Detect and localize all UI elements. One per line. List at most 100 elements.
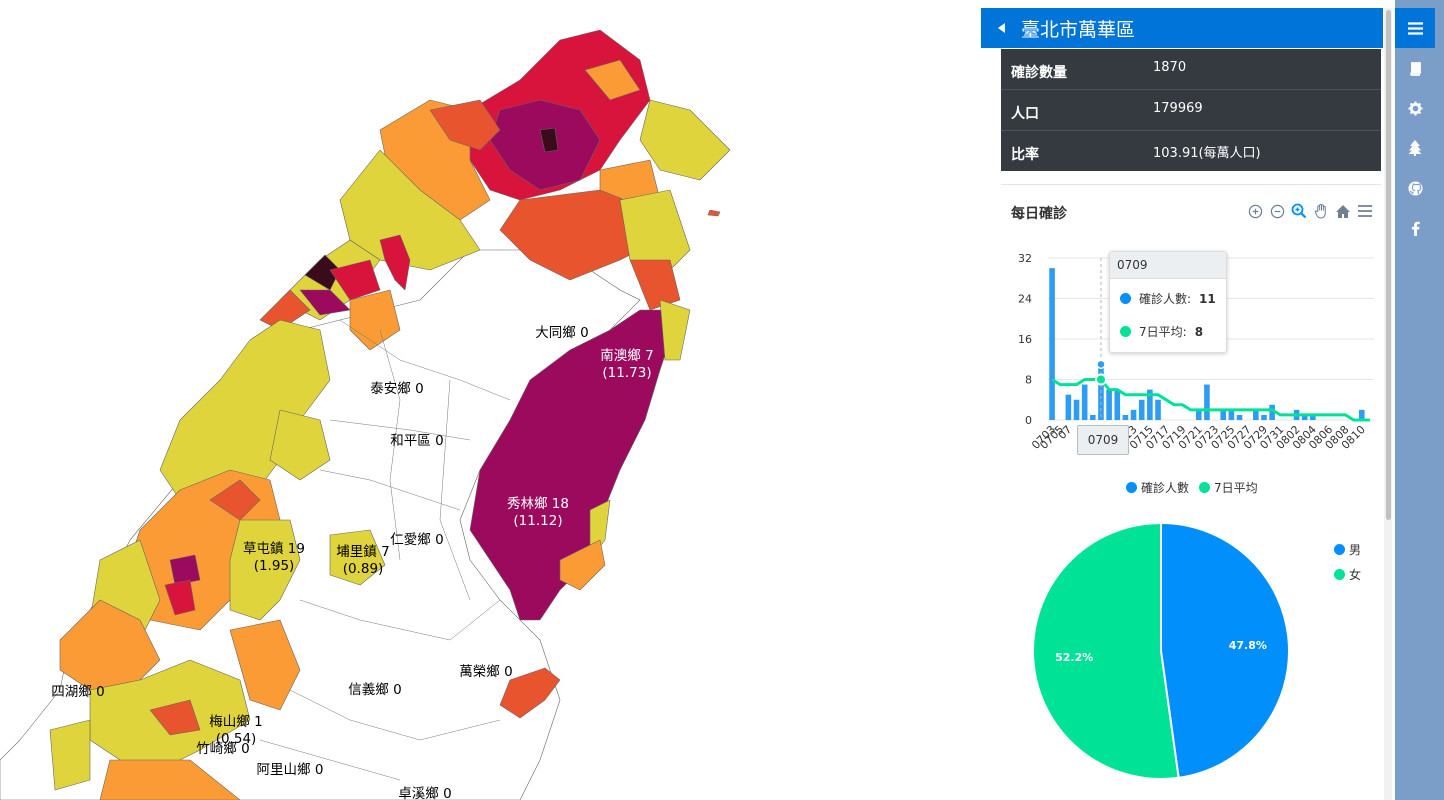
active-point — [1094, 373, 1107, 386]
map-region[interactable] — [229, 519, 301, 621]
panel-title: 臺北市萬華區 — [1021, 18, 1136, 41]
legend-label: 7日平均 — [1214, 481, 1258, 495]
legend-marker — [1334, 544, 1345, 555]
bar — [1065, 394, 1072, 420]
pan-hand-icon[interactable] — [1312, 202, 1330, 220]
rail-settings-button[interactable] — [1395, 96, 1435, 120]
map-region[interactable] — [629, 259, 681, 311]
rail-github-button[interactable] — [1395, 176, 1435, 200]
map-region[interactable] — [539, 127, 559, 153]
map-label: 南澳鄉 7 — [600, 348, 653, 364]
map-label: 秀林鄉 18 — [507, 496, 569, 512]
map-region[interactable] — [99, 759, 241, 800]
map-region[interactable] — [49, 719, 91, 791]
map-region[interactable] — [209, 479, 261, 521]
divider — [1001, 184, 1381, 185]
legend-marker — [1334, 569, 1345, 580]
map-region[interactable] — [149, 699, 201, 736]
map-label-ratio: (0.89) — [343, 561, 384, 577]
legend-item[interactable]: 確診人數 — [1126, 479, 1189, 496]
x-axis-crosshair-label: 0709 — [1077, 425, 1129, 455]
map-label-ratio: (1.95) — [254, 558, 295, 574]
map-region[interactable] — [329, 259, 381, 301]
map-region[interactable] — [0, 249, 641, 800]
legend-marker — [1126, 482, 1137, 493]
stat-row: 比率 103.91(每萬人口) — [1001, 130, 1381, 171]
legend-item[interactable]: 男 — [1334, 541, 1361, 558]
stats-table: 確診數量 1870 人口 179969 比率 103.91(每萬人口) — [1001, 49, 1381, 171]
y-tick-label: 32 — [1018, 252, 1032, 265]
bar — [1073, 399, 1080, 420]
panel-header[interactable]: 臺北市萬華區 — [981, 8, 1383, 48]
legend-item[interactable]: 女 — [1334, 566, 1361, 583]
map-region[interactable] — [329, 529, 386, 586]
map-region[interactable] — [659, 299, 691, 361]
stat-value: 103.91(每萬人口) — [1153, 146, 1261, 161]
rail-facebook-button[interactable] — [1395, 216, 1435, 240]
bar — [1114, 389, 1121, 420]
pie-legend: 男 女 — [1334, 541, 1361, 591]
map-region[interactable] — [429, 99, 501, 151]
chart-menu-icon[interactable] — [1356, 202, 1374, 220]
map-label: 信義鄉 0 — [348, 681, 401, 698]
pie-slice[interactable] — [1160, 521, 1290, 779]
map-label: 和平區 0 — [390, 433, 443, 449]
zoom-selection-icon[interactable] — [1290, 202, 1308, 220]
menu-button[interactable] — [1395, 8, 1435, 48]
tooltip-title: 0709 — [1110, 252, 1226, 279]
series-marker — [1120, 293, 1131, 304]
bar — [1155, 399, 1161, 420]
line-series — [1051, 378, 1370, 422]
rail-book-button[interactable] — [1395, 57, 1435, 81]
y-tick-label: 16 — [1018, 333, 1032, 346]
pie-slice-label: 47.8% — [1229, 639, 1267, 652]
stat-row: 人口 179969 — [1001, 89, 1381, 130]
map-label: 卓溪鄉 0 — [398, 786, 451, 800]
scrollbar-thumb[interactable] — [1386, 10, 1391, 520]
zoom-in-icon[interactable] — [1246, 202, 1264, 220]
info-panel: 臺北市萬華區 確診數量 1870 人口 179969 比率 103.91(每萬人… — [980, 0, 1395, 800]
hamburger-icon — [1407, 21, 1423, 35]
map-region — [259, 319, 511, 781]
map-region[interactable] — [619, 189, 691, 271]
map-label: 四湖鄉 0 — [51, 684, 104, 700]
bar — [1253, 409, 1259, 420]
map-label: 泰安鄉 0 — [370, 381, 423, 397]
gear-icon — [1407, 100, 1423, 116]
github-icon — [1407, 180, 1423, 196]
map-region[interactable] — [639, 99, 731, 181]
gender-pie-chart[interactable]: 47.8% 52.2% — [1020, 515, 1310, 790]
map-region[interactable] — [164, 579, 196, 616]
chart-title: 每日確診 — [1011, 206, 1067, 222]
sidebar-rail — [1395, 0, 1444, 800]
avg-line — [1051, 378, 1370, 422]
bar — [1081, 384, 1088, 420]
map-region[interactable] — [559, 539, 606, 591]
legend-label: 確診人數 — [1141, 481, 1190, 495]
zoom-out-icon[interactable] — [1268, 202, 1286, 220]
bar — [1049, 268, 1055, 420]
rail-tree-button[interactable] — [1395, 136, 1435, 160]
taiwan-choropleth-map[interactable]: 大同鄉 0 南澳鄉 7 (11.73) 泰安鄉 0 和平區 0 秀林鄉 18 (… — [0, 0, 980, 800]
map-label: 草屯鎮 19 — [243, 541, 305, 557]
map-region[interactable] — [707, 209, 721, 217]
map-region[interactable] — [59, 599, 161, 691]
bar — [1236, 414, 1243, 420]
map-label: 梅山鄉 1 — [209, 714, 262, 730]
map-region[interactable] — [169, 554, 201, 586]
map-region[interactable] — [379, 234, 411, 291]
bar — [1138, 399, 1145, 420]
home-reset-icon[interactable] — [1334, 202, 1352, 220]
legend-item[interactable]: 7日平均 — [1199, 479, 1258, 496]
tooltip-label: 7日平均: — [1139, 325, 1187, 339]
pie-slice[interactable] — [1032, 521, 1180, 780]
map-region[interactable] — [499, 667, 561, 719]
tree-icon — [1408, 140, 1422, 156]
map-region[interactable] — [269, 409, 331, 481]
map-region[interactable] — [499, 189, 661, 281]
map-label: 仁愛鄉 0 — [390, 532, 443, 548]
bar — [1204, 384, 1210, 420]
collapse-left-icon[interactable] — [998, 23, 1005, 33]
map-region[interactable] — [584, 59, 641, 101]
